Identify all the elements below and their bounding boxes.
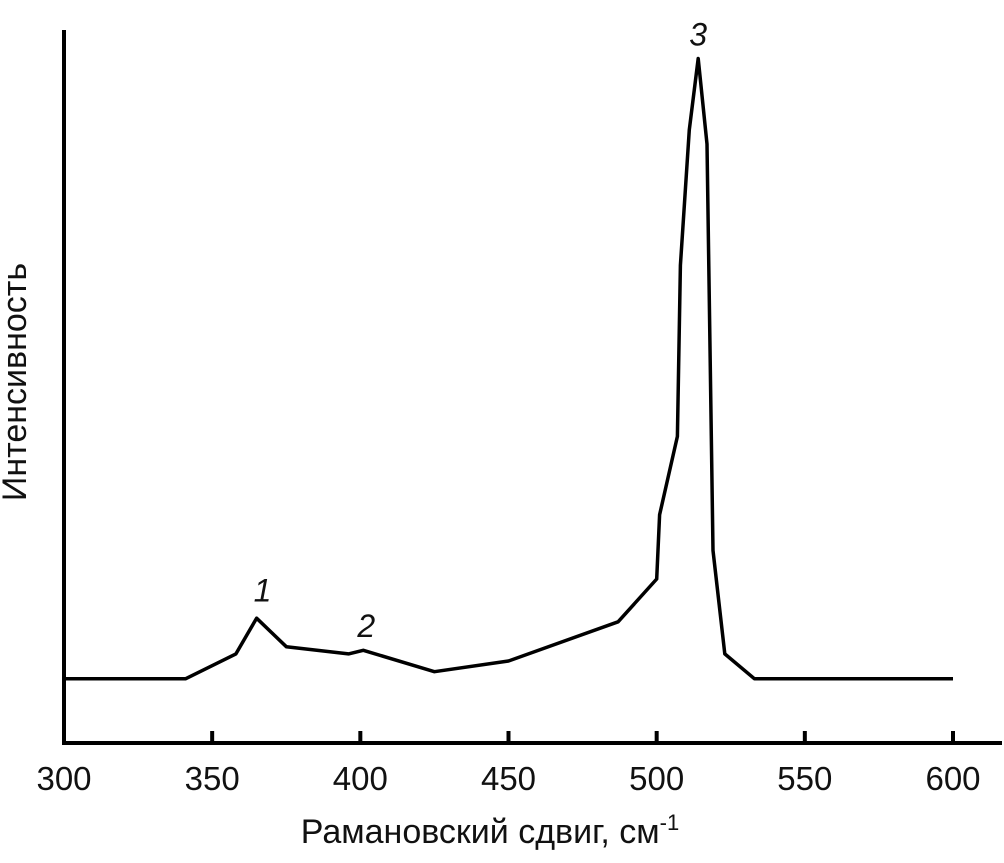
x-tick-label: 600 — [925, 760, 980, 797]
x-axis-title-text: Рамановский сдвиг, см — [301, 813, 660, 851]
peak-label-3: 3 — [689, 16, 707, 52]
peak-label-2: 2 — [356, 608, 375, 644]
spectrum-line — [64, 56, 953, 681]
x-tick-label: 500 — [629, 760, 684, 797]
x-tick-label: 350 — [185, 760, 240, 797]
x-tick-labels: 300 350 400 450 500 550 600 — [36, 760, 980, 797]
x-tick-label: 300 — [36, 760, 91, 797]
peak-label-1: 1 — [254, 573, 272, 609]
x-tick-label: 450 — [481, 760, 536, 797]
x-ticks — [210, 731, 955, 743]
x-tick-label: 400 — [333, 760, 388, 797]
x-axis-title: Рамановский сдвиг, см-1 — [301, 810, 679, 851]
peak-annotations: 1 2 3 — [254, 16, 708, 644]
x-tick-label: 550 — [777, 760, 832, 797]
axes — [62, 30, 1002, 745]
y-axis-title: Интенсивность — [0, 263, 34, 501]
x-axis-title-superscript: -1 — [660, 810, 680, 835]
series-group — [64, 56, 953, 681]
